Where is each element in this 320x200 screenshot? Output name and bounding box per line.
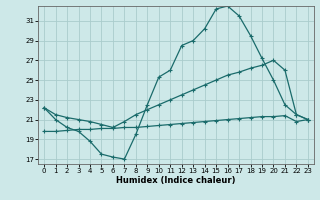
X-axis label: Humidex (Indice chaleur): Humidex (Indice chaleur) (116, 176, 236, 185)
